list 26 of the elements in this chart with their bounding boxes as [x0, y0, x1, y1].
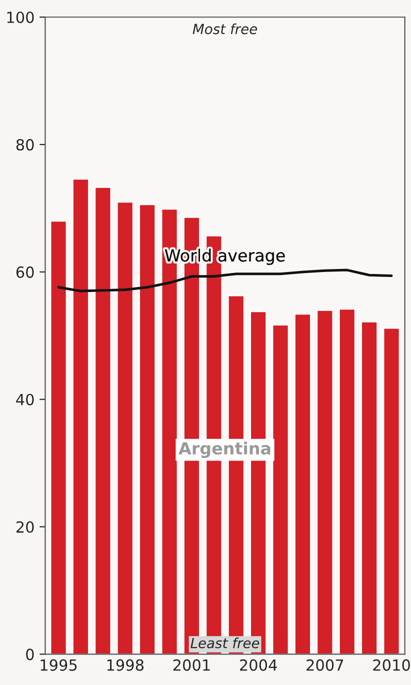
bar: [338, 308, 356, 654]
series-label: Argentina: [178, 442, 270, 458]
x-tick-label: 2001: [173, 659, 210, 671]
bar: [294, 313, 312, 654]
bar: [94, 186, 112, 654]
y-tick-label: 60: [16, 266, 34, 278]
x-tick-label: 2004: [240, 659, 277, 671]
annotation: Least free: [190, 638, 260, 648]
y-tick-label: 20: [16, 521, 34, 533]
line-series: [57, 268, 393, 292]
bar: [138, 204, 156, 654]
y-tick-label: 40: [16, 394, 34, 406]
bar: [382, 327, 400, 654]
bar: [72, 178, 90, 654]
bar: [360, 320, 378, 654]
bar: [50, 220, 68, 654]
x-tick-label: 1998: [107, 659, 144, 671]
y-tick-label: 0: [26, 648, 34, 660]
annotation: Most free: [192, 23, 258, 34]
x-tick-label: 2007: [306, 659, 344, 671]
y-tick-label: 100: [7, 12, 34, 24]
x-tick-label: 1995: [40, 659, 77, 671]
y-tick-label: 80: [16, 139, 34, 151]
bar: [116, 201, 134, 654]
bar: [316, 309, 334, 654]
x-tick-label: 2010: [373, 659, 410, 671]
